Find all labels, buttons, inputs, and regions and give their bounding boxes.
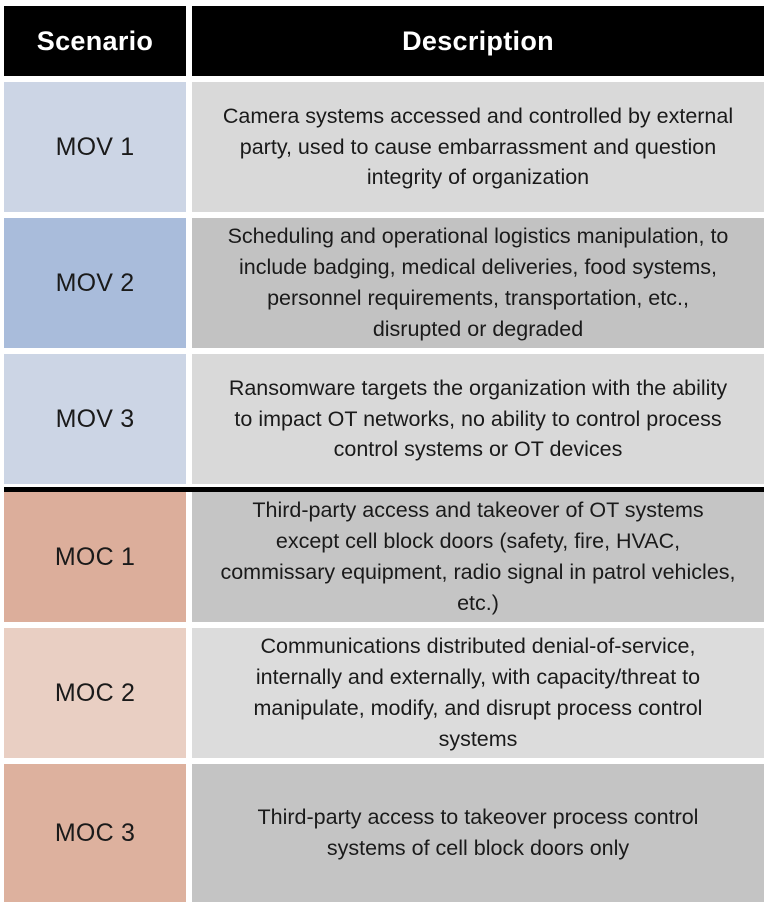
scenario-description-table: Scenario Description MOV 1 Camera system… xyxy=(4,6,764,908)
description-cell: Third-party access to takeover process c… xyxy=(192,764,764,902)
description-cell: Ransomware targets the organization with… xyxy=(192,354,764,484)
scenario-cell: MOC 3 xyxy=(4,764,186,902)
table-row-mov2: MOV 2 Scheduling and operational logisti… xyxy=(4,218,764,348)
description-column-header: Description xyxy=(192,6,764,76)
scenario-column-header: Scenario xyxy=(4,6,186,76)
scenario-cell: MOC 1 xyxy=(4,492,186,622)
scenario-cell: MOV 3 xyxy=(4,354,186,484)
scenario-cell: MOV 2 xyxy=(4,218,186,348)
table-row-moc1: MOC 1 Third-party access and takeover of… xyxy=(4,492,764,622)
table-row-mov1: MOV 1 Camera systems accessed and contro… xyxy=(4,82,764,212)
mov-moc-group-divider xyxy=(4,487,764,492)
description-cell: Camera systems accessed and controlled b… xyxy=(192,82,764,212)
description-cell: Third-party access and takeover of OT sy… xyxy=(192,492,764,622)
table-row-mov3: MOV 3 Ransomware targets the organizatio… xyxy=(4,354,764,484)
table-row-moc3: MOC 3 Third-party access to takeover pro… xyxy=(4,764,764,902)
description-cell: Communications distributed denial-of-ser… xyxy=(192,628,764,758)
table-row-moc2: MOC 2 Communications distributed denial-… xyxy=(4,628,764,758)
table-header-row: Scenario Description xyxy=(4,6,764,76)
description-cell: Scheduling and operational logistics man… xyxy=(192,218,764,348)
scenario-cell: MOV 1 xyxy=(4,82,186,212)
scenario-cell: MOC 2 xyxy=(4,628,186,758)
